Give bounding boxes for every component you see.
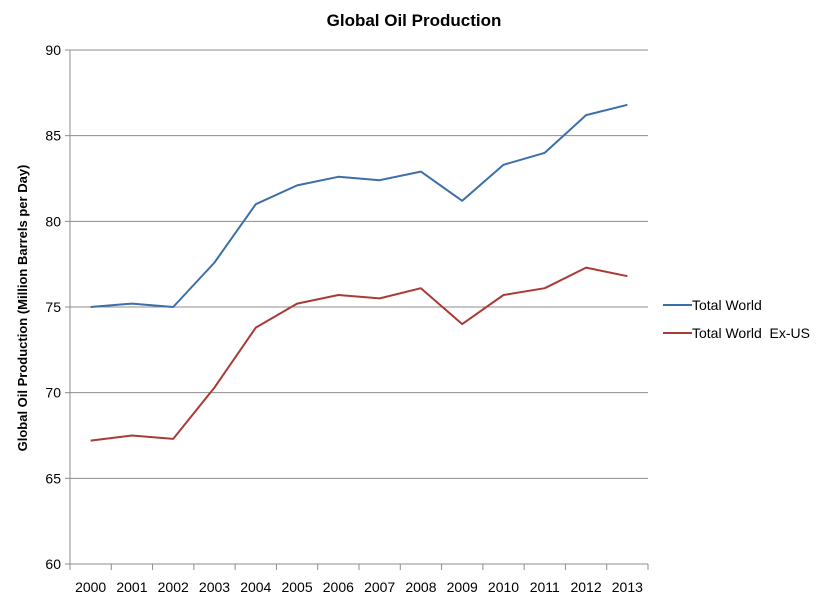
legend-label: Total World Ex-US <box>692 325 810 341</box>
x-tick-label: 2008 <box>405 579 436 595</box>
y-tick-label: 65 <box>45 470 61 486</box>
x-tick-label: 2011 <box>530 579 560 595</box>
legend: Total World Total World Ex-US <box>663 297 810 341</box>
y-tick-label: 80 <box>45 213 61 229</box>
x-tick-label: 2006 <box>323 579 354 595</box>
y-tick-label: 85 <box>45 128 61 144</box>
gridlines <box>70 49 648 479</box>
y-axis-ticks: 60 65 70 75 80 85 90 <box>45 42 70 572</box>
x-tick-label: 2001 <box>116 579 147 595</box>
series-line-total-world <box>90 103 628 308</box>
y-tick-label: 90 <box>45 42 61 58</box>
y-tick-label: 75 <box>45 299 61 315</box>
y-tick-label: 60 <box>45 556 61 572</box>
x-tick-label: 2004 <box>240 579 271 595</box>
x-tick-label: 2009 <box>447 579 478 595</box>
y-axis-label: Global Oil Production (Million Barrels p… <box>15 165 30 452</box>
y-tick-label: 70 <box>45 385 61 401</box>
x-tick-label: 2000 <box>75 579 106 595</box>
x-tick-label: 2003 <box>199 579 230 595</box>
legend-label: Total World <box>692 297 762 313</box>
series-line-total-world-ex-us <box>90 266 628 442</box>
x-tick-label: 2005 <box>281 579 312 595</box>
x-axis-ticks: 2000 2001 2002 2003 2004 2005 2006 2007 2008 2009… <box>69 564 649 595</box>
x-tick-label: 2002 <box>158 579 189 595</box>
x-tick-label: 2010 <box>488 579 519 595</box>
x-tick-label: 2012 <box>570 579 601 595</box>
series-lines <box>90 103 628 442</box>
x-tick-label: 2007 <box>364 579 395 595</box>
x-tick-label: 2013 <box>612 579 643 595</box>
chart-title: Global Oil Production <box>327 11 502 30</box>
